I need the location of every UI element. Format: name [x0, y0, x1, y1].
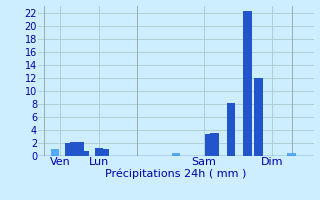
Bar [81, 151, 89, 156]
Bar [227, 103, 235, 156]
Bar [70, 142, 78, 156]
Bar [172, 153, 180, 156]
Bar [76, 142, 84, 156]
Bar [254, 78, 263, 156]
Bar [211, 133, 219, 156]
Bar [95, 148, 103, 156]
Bar [244, 11, 252, 156]
Bar [205, 134, 213, 156]
Bar [51, 149, 59, 156]
X-axis label: Précipitations 24h ( mm ): Précipitations 24h ( mm ) [105, 169, 247, 179]
Bar [287, 153, 296, 156]
Bar [100, 149, 108, 156]
Bar [65, 143, 73, 156]
